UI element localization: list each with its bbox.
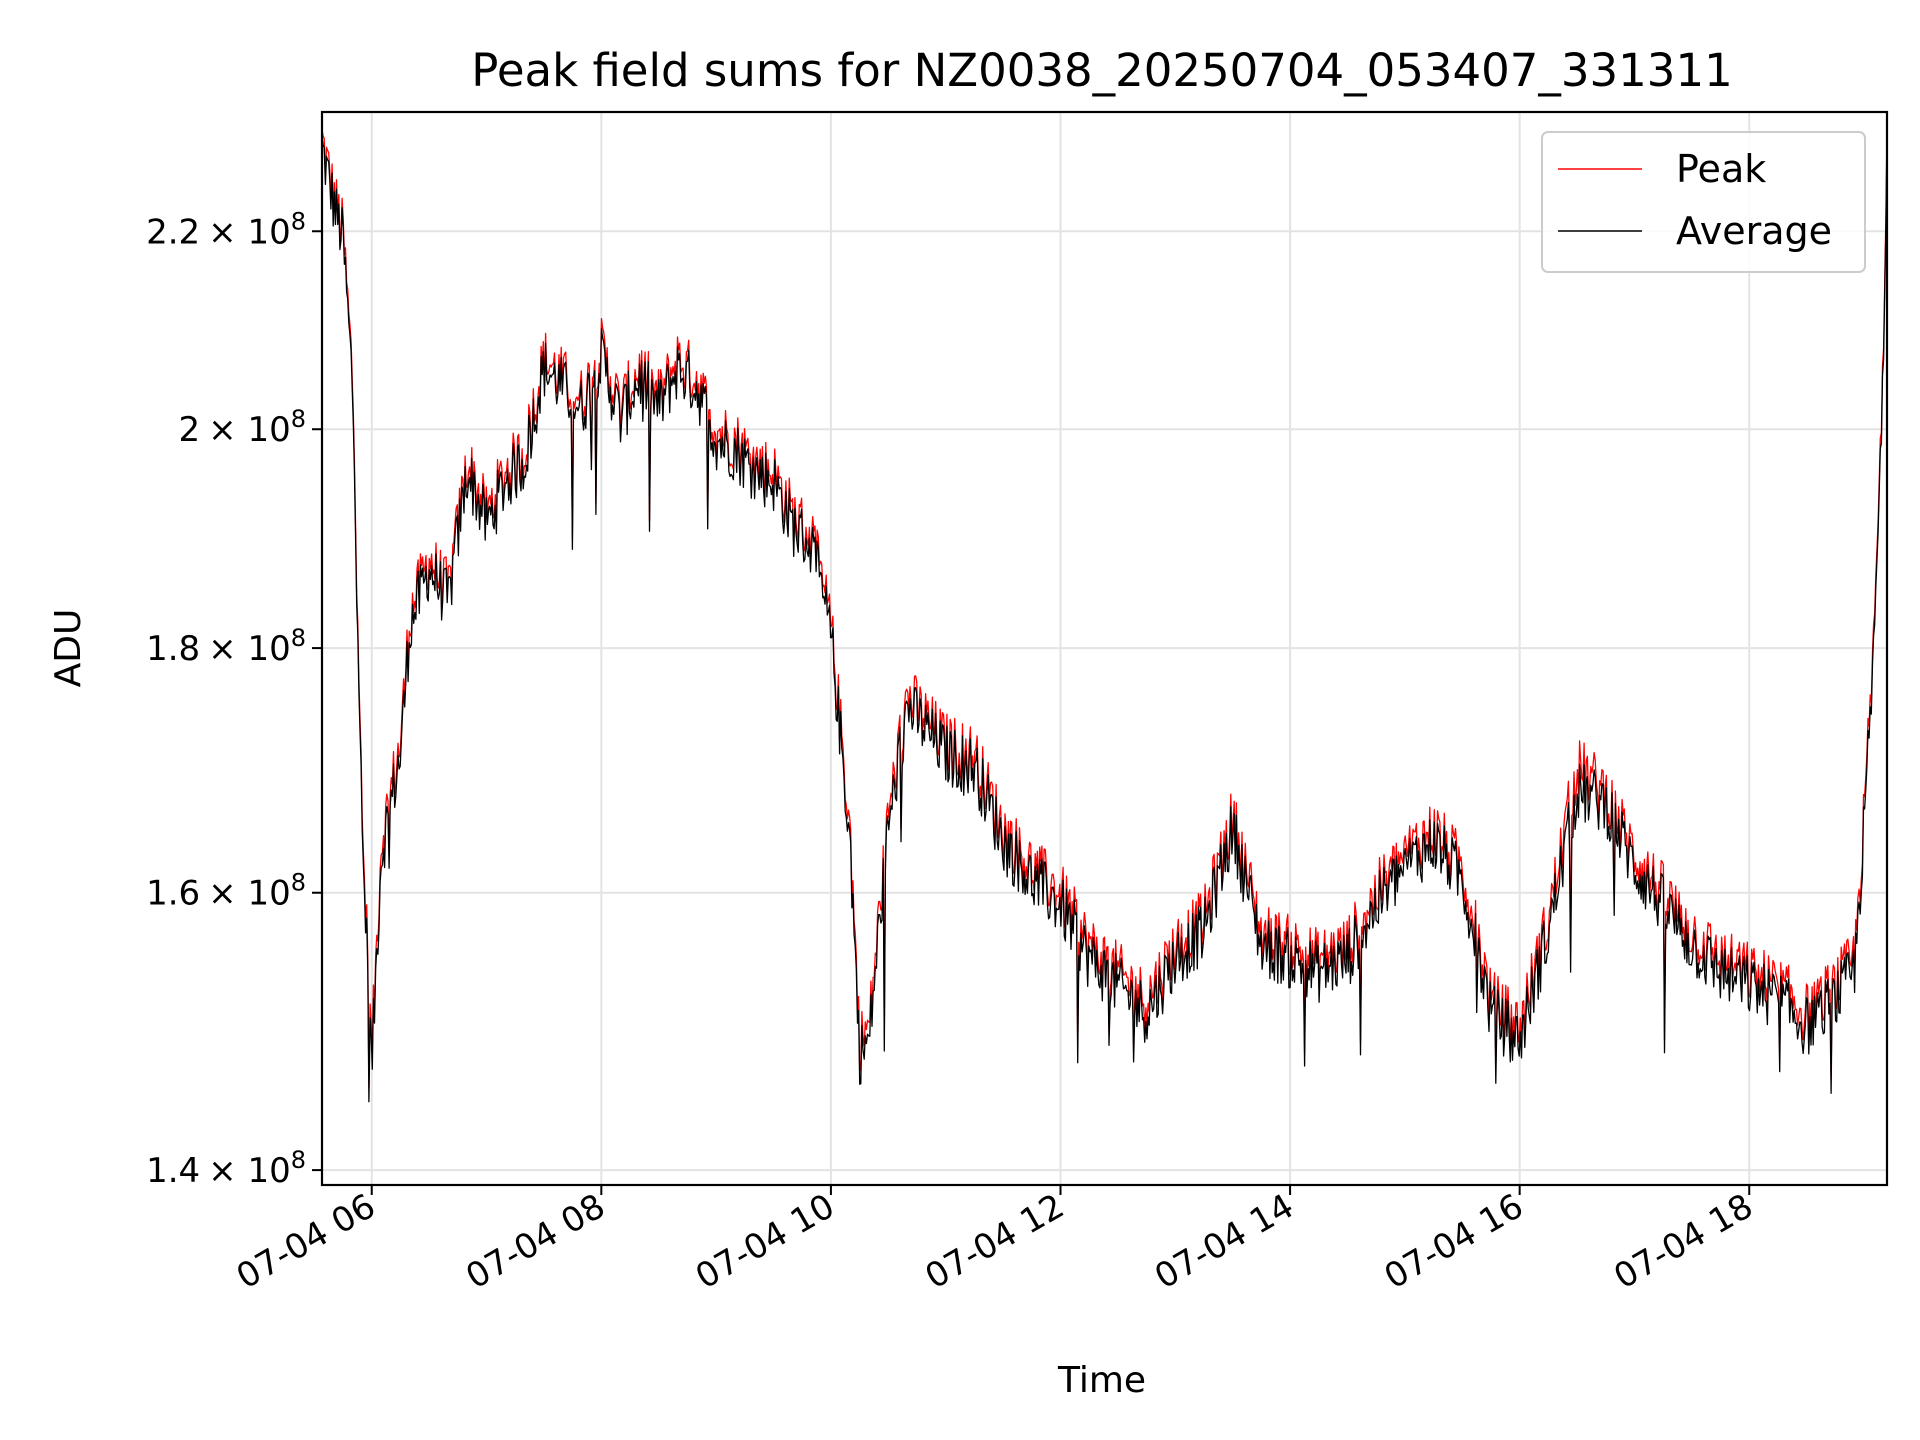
- y-tick-mantissa: 2.2: [146, 212, 200, 252]
- chart-title: Peak field sums for NZ0038_20250704_0534…: [471, 44, 1732, 97]
- y-tick-exponent: 8: [291, 405, 306, 433]
- grid: [322, 112, 1887, 1185]
- y-tick-label: 2.2 × 108: [146, 207, 306, 252]
- y-tick-mantissa: 2: [179, 410, 201, 450]
- y-tick-base: × 10: [208, 1151, 291, 1191]
- y-tick-base: × 10: [208, 410, 291, 450]
- y-axis-label: ADU: [48, 609, 89, 688]
- y-tick-base: × 10: [208, 874, 291, 914]
- x-axis-label: Time: [1057, 1360, 1146, 1401]
- y-tick-mantissa: 1.4: [146, 1151, 200, 1191]
- series-group: [321, 126, 1888, 1103]
- y-tick-exponent: 8: [291, 869, 306, 897]
- series-line-average: [321, 135, 1888, 1103]
- y-tick-mantissa: 1.8: [146, 629, 200, 669]
- y-tick-exponent: 8: [291, 624, 306, 652]
- legend-box: [1541, 131, 1866, 273]
- y-tick-label: 1.8 × 108: [146, 624, 306, 669]
- legend-label-average: Average: [1676, 209, 1832, 253]
- y-tick-base: × 10: [208, 629, 291, 669]
- y-tick-label: 2 × 108: [179, 405, 306, 450]
- y-tick-label: 1.6 × 108: [146, 869, 306, 914]
- y-tick-mantissa: 1.6: [146, 874, 200, 914]
- y-tick-exponent: 8: [291, 1146, 306, 1174]
- y-tick-label: 1.4 × 108: [146, 1146, 306, 1191]
- y-tick-exponent: 8: [291, 207, 306, 235]
- legend: Peak Average: [1541, 131, 1866, 273]
- y-tick-base: × 10: [208, 212, 291, 252]
- legend-label-peak: Peak: [1676, 147, 1766, 191]
